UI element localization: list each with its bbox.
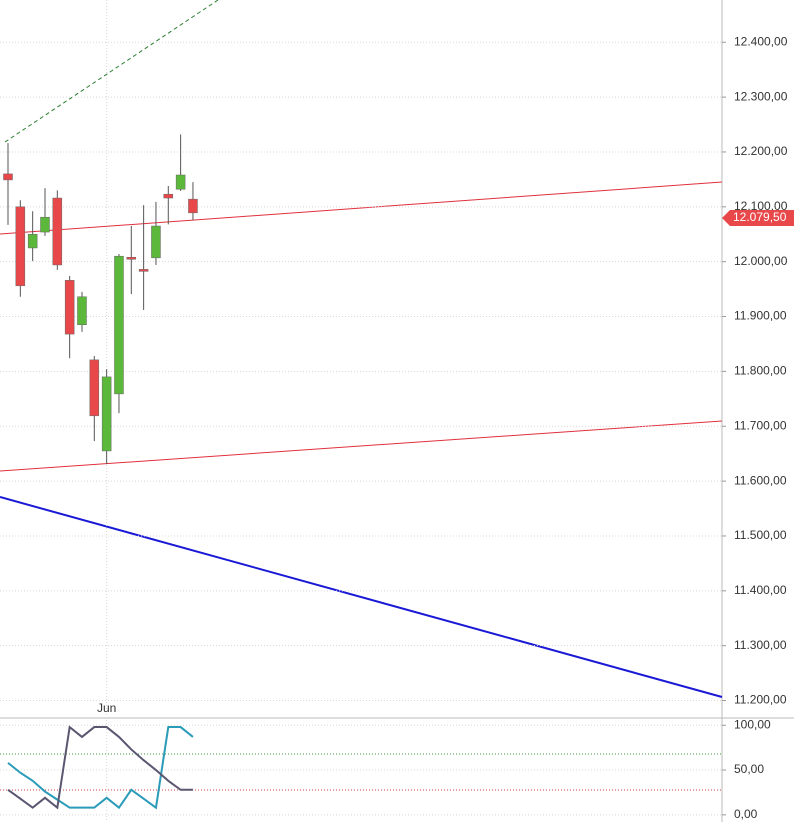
y-tick-label: 12.100,00: [734, 199, 788, 213]
y-tick-label: 12.400,00: [734, 34, 788, 48]
candle-body: [175, 174, 186, 190]
candle-body: [64, 280, 75, 335]
candle-body: [89, 359, 100, 417]
trend-line: [0, 496, 723, 698]
y-tick-label: 11.200,00: [734, 693, 787, 707]
y-tick-label: 11.600,00: [734, 473, 787, 487]
candle-body: [151, 225, 161, 259]
candle-body: [114, 255, 124, 395]
candle-body: [126, 257, 137, 260]
indicator-line: [7, 726, 194, 810]
y-tick-label: 11.800,00: [734, 364, 787, 378]
y-tick-label: 11.400,00: [734, 583, 787, 597]
y-tick-label: 11.700,00: [734, 418, 787, 432]
price-tag: [722, 210, 794, 227]
candle-body: [101, 376, 112, 452]
y-tick-label: 12.200,00: [734, 144, 788, 158]
trend-line: [0, 181, 723, 235]
candle-body: [40, 216, 50, 233]
candle-body: [163, 193, 174, 199]
candle-body: [77, 296, 87, 326]
x-tick-label: Jun: [97, 701, 116, 715]
candle-body: [15, 206, 26, 287]
y-tick-label: 11.300,00: [734, 638, 787, 652]
candle-body: [138, 269, 149, 272]
indicator-line: [7, 725, 193, 810]
trend-line: [4, 0, 219, 143]
y-tick-label: 11.500,00: [734, 528, 787, 542]
y-tick-label: 100,00: [734, 717, 771, 731]
y-tick-label: 12.300,00: [734, 89, 788, 103]
price-tag-label: 12.079,50: [733, 210, 787, 224]
trend-line: [0, 420, 723, 472]
y-tick-label: 0,00: [734, 807, 758, 821]
candle-body: [3, 173, 13, 181]
y-tick-label: 11.900,00: [734, 309, 787, 323]
candle-body: [27, 233, 38, 249]
y-tick-label: 50,00: [734, 762, 764, 776]
y-tick-label: 12.000,00: [734, 254, 788, 268]
candle-body: [52, 197, 63, 266]
candle-body: [188, 198, 198, 214]
